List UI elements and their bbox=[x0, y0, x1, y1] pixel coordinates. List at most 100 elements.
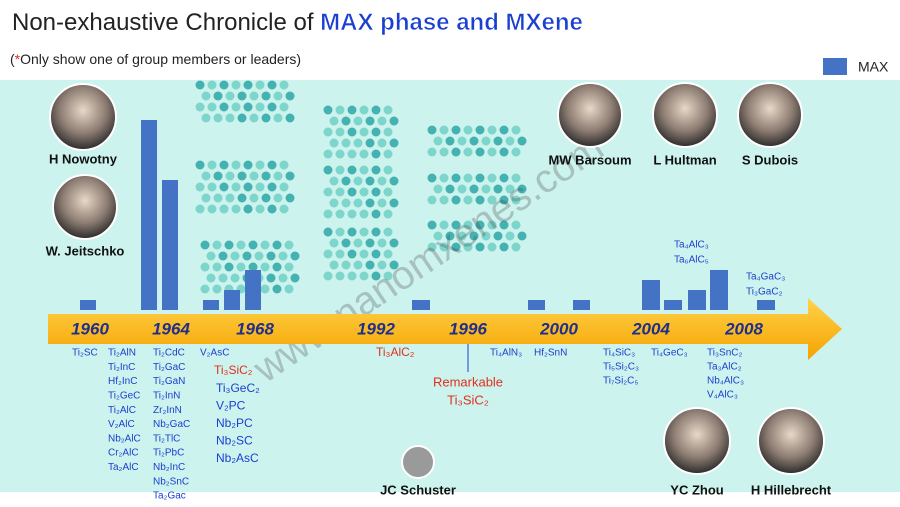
atom bbox=[457, 184, 467, 194]
atom bbox=[463, 147, 473, 157]
atom bbox=[359, 227, 369, 237]
atom bbox=[371, 127, 381, 137]
portrait bbox=[557, 82, 623, 148]
atom bbox=[469, 184, 479, 194]
atom bbox=[285, 193, 295, 203]
atom bbox=[323, 187, 333, 197]
atom bbox=[231, 182, 241, 192]
compound: Hf₂SnN bbox=[534, 348, 567, 359]
atom bbox=[463, 242, 473, 252]
person-name: W. Jeitschko bbox=[46, 243, 125, 258]
compound: Ta₄GaC₃ bbox=[746, 272, 785, 283]
atom bbox=[195, 182, 205, 192]
atom bbox=[505, 136, 515, 146]
compound: Ti₂InC bbox=[108, 362, 135, 373]
atom bbox=[499, 147, 509, 157]
atom bbox=[284, 262, 294, 272]
atom bbox=[341, 116, 351, 126]
atom bbox=[359, 249, 369, 259]
atom bbox=[249, 193, 259, 203]
compound: Ti₃AlC₂ bbox=[376, 345, 415, 359]
atom bbox=[517, 184, 527, 194]
atom bbox=[279, 80, 289, 90]
atom bbox=[439, 173, 449, 183]
atom bbox=[218, 273, 228, 283]
atom bbox=[329, 138, 339, 148]
atom bbox=[341, 260, 351, 270]
atom bbox=[377, 238, 387, 248]
atom bbox=[475, 125, 485, 135]
atom bbox=[383, 209, 393, 219]
atom bbox=[353, 138, 363, 148]
compound: Ti₂TlC bbox=[153, 433, 180, 444]
person-name: MW Barsoum bbox=[548, 152, 631, 167]
atom bbox=[347, 105, 357, 115]
atom bbox=[212, 262, 222, 272]
compound: Ta₆AlC₅ bbox=[674, 255, 709, 266]
atom bbox=[463, 173, 473, 183]
atom bbox=[347, 187, 357, 197]
atom bbox=[499, 125, 509, 135]
person-name: H Nowotny bbox=[49, 151, 118, 166]
atom bbox=[463, 195, 473, 205]
atom bbox=[359, 187, 369, 197]
atom bbox=[383, 227, 393, 237]
atom bbox=[451, 173, 461, 183]
atom bbox=[335, 127, 345, 137]
atom bbox=[261, 91, 271, 101]
atom bbox=[371, 187, 381, 197]
compound: Ti₃SiC₂ bbox=[214, 363, 253, 377]
year-label: 1968 bbox=[236, 319, 274, 338]
compound: Ti₃GaC₂ bbox=[746, 287, 783, 298]
atom bbox=[371, 227, 381, 237]
compound: Ti₂AlN bbox=[108, 348, 136, 359]
atom bbox=[218, 251, 228, 261]
atom bbox=[427, 173, 437, 183]
atom bbox=[290, 251, 300, 261]
atom bbox=[433, 136, 443, 146]
atom bbox=[341, 138, 351, 148]
atom bbox=[207, 182, 217, 192]
compound: Nb₂PC bbox=[216, 416, 253, 430]
atom bbox=[243, 204, 253, 214]
compound: Nb₂InC bbox=[153, 462, 185, 473]
atom bbox=[201, 171, 211, 181]
year-label: 1996 bbox=[449, 319, 487, 338]
bar bbox=[573, 300, 590, 310]
atom bbox=[457, 136, 467, 146]
atom bbox=[206, 273, 216, 283]
portrait bbox=[52, 174, 118, 240]
atom bbox=[323, 227, 333, 237]
atom bbox=[335, 249, 345, 259]
atom bbox=[207, 102, 217, 112]
atom bbox=[427, 195, 437, 205]
title-highlight: MAX phase and MXene bbox=[320, 9, 583, 36]
note-mark: * bbox=[15, 51, 21, 67]
compound: Ti₂InN bbox=[153, 391, 180, 402]
atom bbox=[290, 273, 300, 283]
atom bbox=[249, 171, 259, 181]
atom bbox=[236, 240, 246, 250]
atom bbox=[267, 204, 277, 214]
atom bbox=[261, 171, 271, 181]
atom bbox=[279, 160, 289, 170]
atom bbox=[451, 125, 461, 135]
atom bbox=[323, 105, 333, 115]
compound: Ti₄AlN₃ bbox=[490, 348, 522, 359]
atom bbox=[371, 165, 381, 175]
atom bbox=[212, 284, 222, 294]
atom bbox=[433, 231, 443, 241]
atom bbox=[225, 91, 235, 101]
portrait bbox=[737, 82, 803, 148]
bar bbox=[80, 300, 96, 310]
atom bbox=[243, 80, 253, 90]
atom bbox=[195, 204, 205, 214]
portrait bbox=[663, 407, 731, 475]
atom bbox=[329, 176, 339, 186]
atom bbox=[278, 251, 288, 261]
atom bbox=[242, 251, 252, 261]
atom bbox=[347, 165, 357, 175]
atom bbox=[389, 260, 399, 270]
